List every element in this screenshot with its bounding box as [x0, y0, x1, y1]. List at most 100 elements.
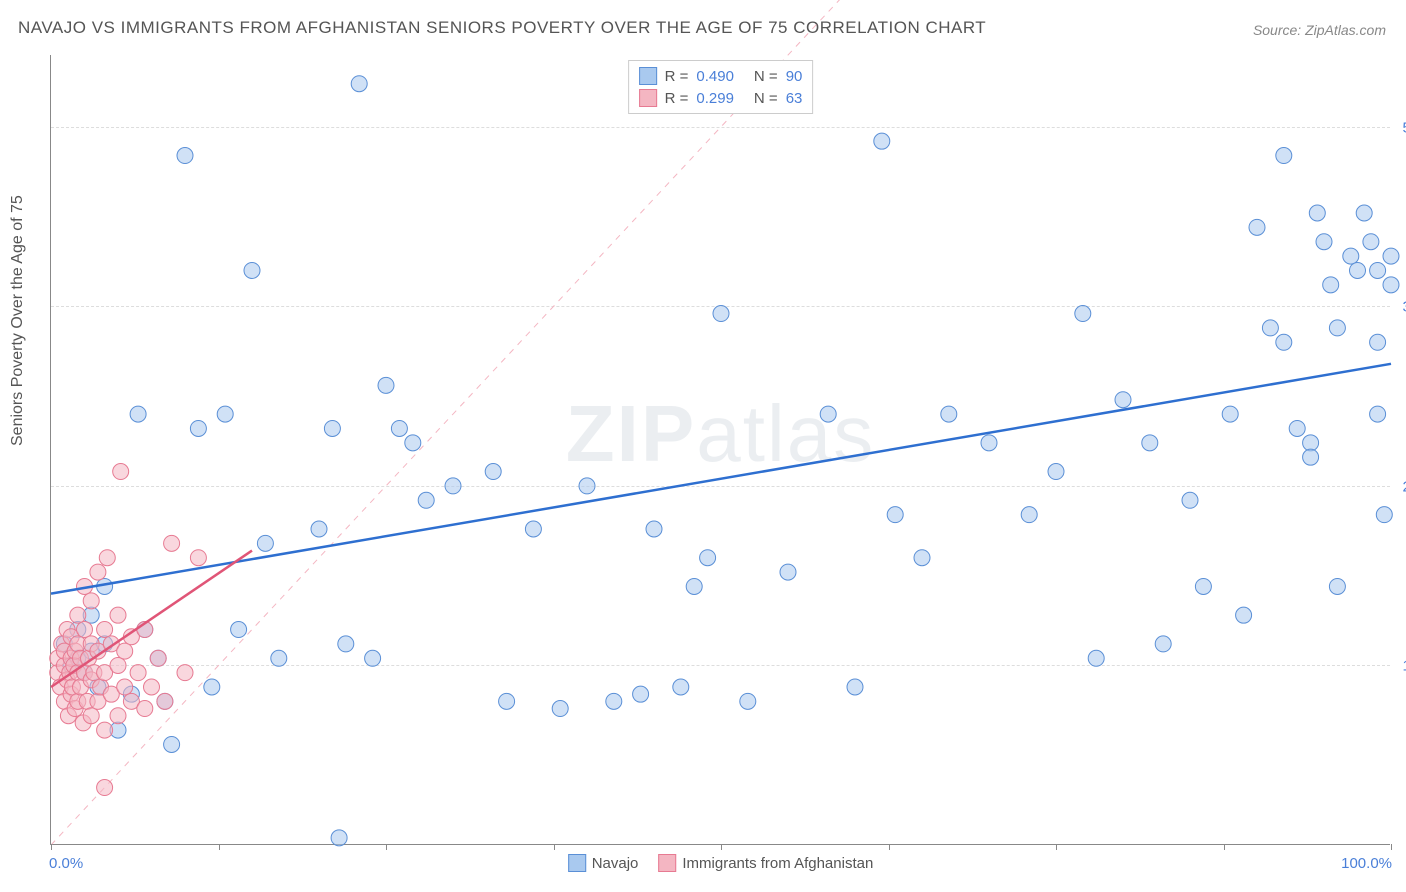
data-point	[117, 643, 133, 659]
data-point	[1350, 262, 1366, 278]
data-point	[445, 478, 461, 494]
legend-label-1: Navajo	[592, 855, 639, 872]
data-point	[97, 780, 113, 796]
data-point	[1075, 306, 1091, 322]
stat-n1: 90	[786, 68, 803, 85]
data-point	[1195, 578, 1211, 594]
y-axis-title: Seniors Poverty Over the Age of 75	[9, 195, 27, 446]
data-point	[70, 607, 86, 623]
data-point	[579, 478, 595, 494]
data-point	[525, 521, 541, 537]
data-point	[1249, 219, 1265, 235]
data-point	[780, 564, 796, 580]
data-point	[99, 550, 115, 566]
data-point	[1316, 234, 1332, 250]
data-point	[137, 701, 153, 717]
data-point	[190, 420, 206, 436]
data-point	[391, 420, 407, 436]
x-tick	[554, 844, 555, 850]
stat-r2: 0.299	[696, 90, 734, 107]
chart-source: Source: ZipAtlas.com	[1253, 22, 1386, 38]
data-point	[83, 593, 99, 609]
data-point	[231, 622, 247, 638]
data-point	[97, 622, 113, 638]
data-point	[1142, 435, 1158, 451]
data-point	[110, 657, 126, 673]
data-point	[418, 492, 434, 508]
legend-label-2: Immigrants from Afghanistan	[682, 855, 873, 872]
y-tick-label: 50.0%	[1402, 119, 1406, 136]
data-point	[1370, 262, 1386, 278]
data-point	[1303, 449, 1319, 465]
swatch-series-2b	[658, 854, 676, 872]
x-axis-min: 0.0%	[49, 855, 83, 872]
data-point	[351, 76, 367, 92]
x-axis-max: 100.0%	[1341, 855, 1392, 872]
data-point	[700, 550, 716, 566]
data-point	[113, 464, 129, 480]
x-tick	[51, 844, 52, 850]
data-point	[190, 550, 206, 566]
x-tick	[721, 844, 722, 850]
data-point	[331, 830, 347, 846]
data-point	[1088, 650, 1104, 666]
data-point	[405, 435, 421, 451]
x-tick	[1224, 844, 1225, 850]
y-tick-label: 12.5%	[1402, 658, 1406, 675]
data-point	[164, 736, 180, 752]
x-tick	[386, 844, 387, 850]
data-point	[144, 679, 160, 695]
data-point	[1262, 320, 1278, 336]
data-point	[204, 679, 220, 695]
x-tick	[1056, 844, 1057, 850]
chart-title: NAVAJO VS IMMIGRANTS FROM AFGHANISTAN SE…	[18, 18, 986, 38]
plot-area: ZIPatlas 12.5%25.0%37.5%50.0% R = 0.490 …	[50, 55, 1390, 845]
stat-n2: 63	[786, 90, 803, 107]
data-point	[90, 564, 106, 580]
data-point	[941, 406, 957, 422]
data-point	[1303, 435, 1319, 451]
data-point	[365, 650, 381, 666]
data-point	[1289, 420, 1305, 436]
stat-r-label: R =	[665, 68, 689, 85]
data-point	[164, 535, 180, 551]
data-point	[77, 622, 93, 638]
data-point	[1370, 334, 1386, 350]
data-point	[887, 507, 903, 523]
stat-n-label: N =	[754, 68, 778, 85]
data-point	[1329, 320, 1345, 336]
data-point	[1021, 507, 1037, 523]
stat-n-label-2: N =	[754, 90, 778, 107]
data-point	[1236, 607, 1252, 623]
data-point	[1115, 392, 1131, 408]
data-point	[130, 406, 146, 422]
data-point	[874, 133, 890, 149]
data-point	[633, 686, 649, 702]
bottom-legend: Navajo Immigrants from Afghanistan	[568, 854, 874, 872]
swatch-series-1	[639, 67, 657, 85]
swatch-series-2	[639, 89, 657, 107]
y-tick-label: 37.5%	[1402, 299, 1406, 316]
data-point	[110, 708, 126, 724]
stat-r1: 0.490	[696, 68, 734, 85]
data-point	[130, 665, 146, 681]
data-point	[1356, 205, 1372, 221]
data-point	[324, 420, 340, 436]
data-point	[217, 406, 233, 422]
data-point	[311, 521, 327, 537]
data-point	[117, 679, 133, 695]
stat-r-label-2: R =	[665, 90, 689, 107]
data-point	[1343, 248, 1359, 264]
data-point	[244, 262, 260, 278]
data-point	[820, 406, 836, 422]
data-point	[1276, 334, 1292, 350]
data-point	[686, 578, 702, 594]
data-point	[157, 693, 173, 709]
data-point	[1222, 406, 1238, 422]
swatch-series-1b	[568, 854, 586, 872]
data-point	[110, 607, 126, 623]
data-point	[1376, 507, 1392, 523]
data-point	[97, 722, 113, 738]
scatter-svg	[51, 55, 1390, 844]
data-point	[740, 693, 756, 709]
